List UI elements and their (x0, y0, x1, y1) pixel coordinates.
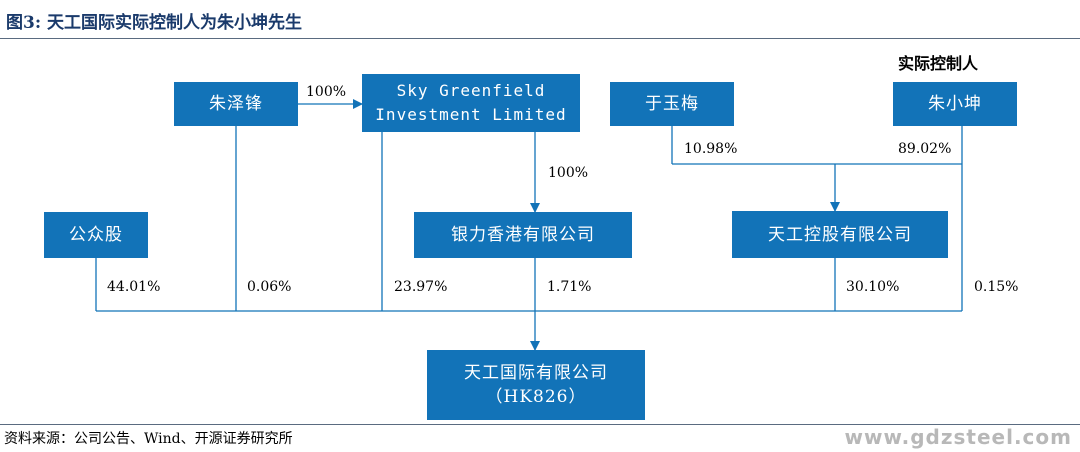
pct-public-intl: 44.01% (107, 279, 161, 295)
watermark: www.gdzsteel.com (844, 425, 1072, 449)
figure-title: 图3: 天工国际实际控制人为朱小坤先生 (6, 13, 303, 33)
pct-sky-yinli: 100% (548, 165, 589, 181)
box-yu-yumei: 于玉梅 (610, 82, 734, 126)
pct-zhuzefeng-sky: 100% (306, 84, 347, 100)
pct-zhu-holding: 89.02% (898, 141, 952, 157)
pct-yu-holding: 10.98% (684, 141, 738, 157)
box-public: 公众股 (44, 212, 148, 258)
box-tiangong-intl: 天工国际有限公司 （HK826） (427, 350, 645, 420)
box-zhu-xiaokun-label: 朱小坤 (928, 94, 982, 114)
box-intl-line2: （HK826） (485, 387, 587, 407)
box-zhu-xiaokun: 朱小坤 (893, 82, 1017, 126)
title-rule (0, 38, 1080, 39)
box-holding-label: 天工控股有限公司 (768, 224, 912, 245)
pct-holding-intl: 30.10% (846, 279, 900, 295)
box-tiangong-holding: 天工控股有限公司 (732, 211, 948, 258)
box-zhu-zefeng-label: 朱泽锋 (209, 94, 263, 114)
pct-sky-intl: 23.97% (394, 279, 448, 295)
footer-rule (0, 424, 1080, 425)
pct-zhuxiaokun-intl: 0.15% (974, 279, 1019, 295)
box-public-label: 公众股 (69, 225, 123, 245)
box-sky-line2: Investment Limited (375, 105, 567, 124)
box-intl-line1: 天工国际有限公司 (464, 363, 608, 383)
box-yu-yumei-label: 于玉梅 (645, 94, 699, 114)
pct-yinli-intl: 1.71% (547, 279, 592, 295)
box-yinli-label: 银力香港有限公司 (451, 225, 595, 245)
box-zhu-zefeng: 朱泽锋 (174, 82, 298, 126)
pct-zhuzefeng-intl: 0.06% (247, 279, 292, 295)
box-sky-greenfield: Sky Greenfield Investment Limited (362, 74, 580, 132)
source-note: 资料来源：公司公告、Wind、开源证券研究所 (4, 431, 293, 447)
box-sky-line1: Sky Greenfield (396, 81, 546, 100)
box-yinli-hk: 银力香港有限公司 (414, 212, 632, 258)
actual-controller-label: 实际控制人 (898, 54, 979, 73)
